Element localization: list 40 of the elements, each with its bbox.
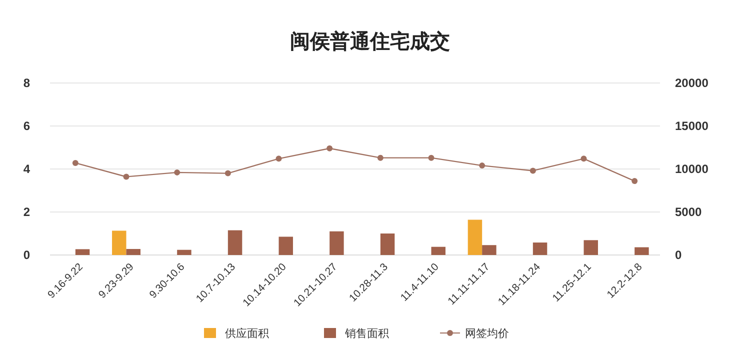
bar xyxy=(278,236,293,255)
bar xyxy=(468,220,482,255)
point xyxy=(276,156,282,162)
point xyxy=(580,156,587,162)
y2-tick-label: 20000 xyxy=(675,76,709,90)
chart-title: 闽侯普通住宅成交 xyxy=(290,29,450,53)
point xyxy=(224,170,231,176)
bar xyxy=(584,240,598,255)
y-tick-label: 2 xyxy=(23,204,30,219)
bar xyxy=(228,230,242,255)
y-tick-label: 4 xyxy=(23,162,30,176)
point xyxy=(326,145,333,152)
y-tick-label: 0 xyxy=(23,248,30,262)
bar xyxy=(177,250,192,255)
point xyxy=(377,154,384,161)
point xyxy=(174,169,180,176)
bar xyxy=(330,231,344,255)
y-tick-label: 6 xyxy=(23,118,30,133)
bar xyxy=(431,246,446,255)
bar xyxy=(75,249,90,255)
bar xyxy=(126,248,140,255)
point xyxy=(123,174,130,180)
legend-label: 销售面积 xyxy=(344,327,389,340)
y2-tick-label: 10000 xyxy=(675,162,709,176)
point xyxy=(530,168,536,174)
y-tick-label: 8 xyxy=(23,76,30,90)
bar xyxy=(112,230,126,255)
bar xyxy=(634,247,649,255)
legend-label: 供应面积 xyxy=(225,327,269,340)
point xyxy=(72,160,78,166)
legend-label: 网签均价 xyxy=(465,327,509,340)
bar xyxy=(380,234,395,255)
point xyxy=(632,178,638,184)
point xyxy=(428,154,434,161)
y2-tick-label: 5000 xyxy=(675,204,702,219)
bar xyxy=(482,245,496,255)
bar xyxy=(532,242,548,255)
y2-tick-label: 0 xyxy=(675,248,682,262)
point xyxy=(479,162,486,169)
y2-tick-label: 15000 xyxy=(675,118,709,133)
